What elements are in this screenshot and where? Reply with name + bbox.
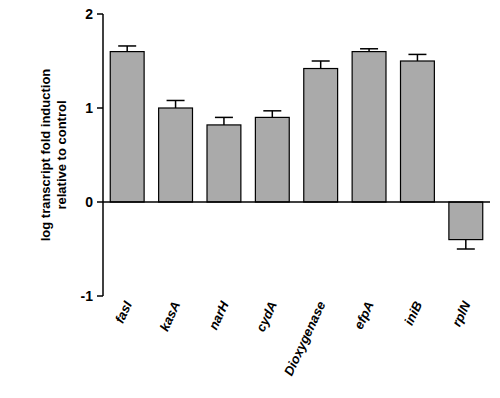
x-tick-label: kasA xyxy=(157,299,184,334)
y-axis-label-line: relative to control xyxy=(54,100,69,209)
y-axis-label: log transcript fold inductionrelative to… xyxy=(38,69,69,242)
error-bar xyxy=(126,46,128,52)
y-tick xyxy=(97,295,103,297)
bars xyxy=(110,46,482,249)
y-tick-label: 0 xyxy=(85,194,93,210)
bar xyxy=(449,202,483,240)
error-cap xyxy=(215,117,233,119)
bar xyxy=(110,52,144,202)
x-tick-label: efpA xyxy=(351,299,377,332)
x-tick-label: rplN xyxy=(449,298,474,328)
error-cap xyxy=(312,60,330,62)
x-tick-label: Dioxygenase xyxy=(281,299,328,378)
x-tick-label: fasI xyxy=(112,299,135,326)
error-bar xyxy=(320,61,322,69)
y-axis xyxy=(102,14,104,296)
error-bar xyxy=(175,100,177,108)
y-tick-label: 1 xyxy=(85,100,93,116)
x-tick-label: iniB xyxy=(401,299,425,328)
bar xyxy=(159,108,193,202)
bar xyxy=(401,61,435,202)
bar xyxy=(352,52,386,202)
error-bar xyxy=(223,117,225,125)
bar xyxy=(255,117,289,202)
error-cap xyxy=(360,48,378,50)
x-tick-label: cydA xyxy=(253,299,280,334)
chart: -1 0 1 2 fasI kasA narH cydADioxygenase efpA iniB… xyxy=(0,0,500,398)
error-cap xyxy=(263,110,281,112)
error-bar xyxy=(417,54,419,61)
y-tick-label: -1 xyxy=(81,288,94,304)
x-tick-label: narH xyxy=(206,298,232,332)
zero-line xyxy=(103,201,490,203)
bar xyxy=(304,69,338,202)
y-tick xyxy=(97,201,103,203)
y-tick-label: 2 xyxy=(85,6,93,22)
y-tick xyxy=(97,107,103,109)
error-cap xyxy=(167,100,185,102)
y-axis-label-line: log transcript fold induction xyxy=(38,69,53,242)
error-bar xyxy=(465,240,467,249)
error-cap xyxy=(118,45,136,47)
y-tick xyxy=(97,13,103,15)
error-cap xyxy=(408,54,426,56)
error-cap xyxy=(457,248,475,250)
bar xyxy=(207,125,241,202)
error-bar xyxy=(272,111,274,118)
